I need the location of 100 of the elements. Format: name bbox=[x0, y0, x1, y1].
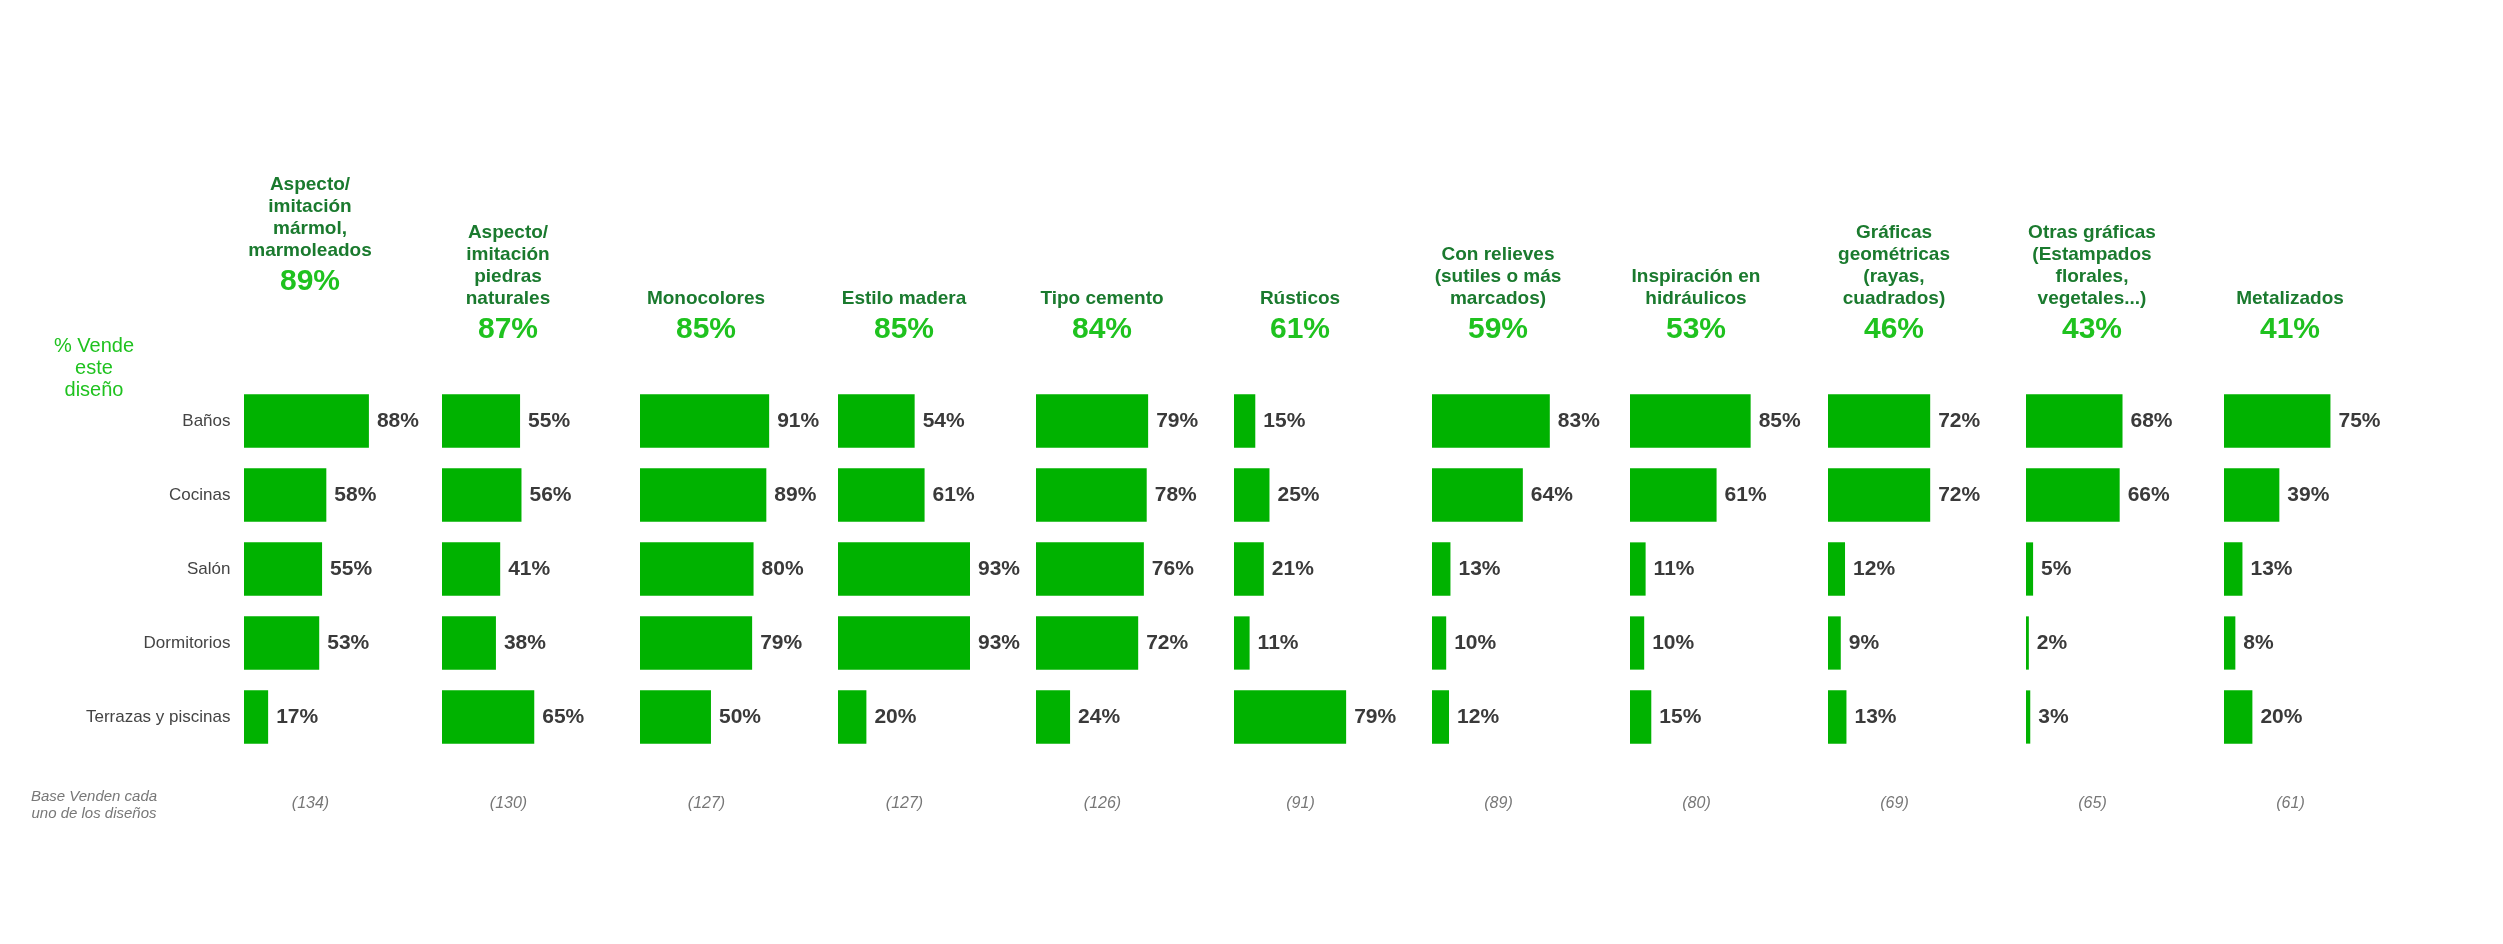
bar bbox=[1234, 616, 1250, 670]
chart-title: Gráficas geométricas (rayas, cuadrados) bbox=[1838, 221, 1950, 308]
bar bbox=[1828, 394, 1931, 448]
x-axis-title: (91) bbox=[1286, 793, 1315, 811]
bar bbox=[1432, 690, 1450, 744]
bar bbox=[2026, 468, 2120, 522]
data-label: 17% bbox=[276, 704, 319, 727]
data-label: 9% bbox=[1848, 630, 1880, 653]
chart-subtitle: 85% bbox=[675, 311, 737, 344]
data-label: 13% bbox=[1854, 704, 1897, 727]
chart-subtitle: 87% bbox=[477, 311, 539, 344]
x-axis-title: (134) bbox=[291, 793, 330, 811]
data-label: 80% bbox=[761, 556, 804, 579]
bar bbox=[1234, 394, 1256, 448]
bar bbox=[442, 468, 522, 522]
bar bbox=[244, 394, 369, 448]
data-label: 10% bbox=[1652, 630, 1695, 653]
bar bbox=[1036, 394, 1149, 448]
data-label: 75% bbox=[2338, 408, 2381, 431]
chart-title: Estilo madera bbox=[841, 287, 967, 308]
bar bbox=[1432, 616, 1447, 670]
data-label: 93% bbox=[978, 556, 1021, 579]
data-label: 79% bbox=[760, 630, 803, 653]
chart-title: Metalizados bbox=[2236, 287, 2344, 308]
x-axis-title: (61) bbox=[2276, 793, 2305, 811]
data-label: 50% bbox=[718, 704, 762, 727]
bar bbox=[838, 542, 970, 596]
chart-subtitle: 89% bbox=[279, 263, 341, 296]
data-label: 8% bbox=[2243, 630, 2275, 653]
chart-title: Monocolores bbox=[646, 287, 766, 308]
bar bbox=[2026, 616, 2029, 670]
data-label: 89% bbox=[774, 482, 817, 505]
bar bbox=[2224, 616, 2236, 670]
bar bbox=[838, 690, 867, 744]
x-axis-title: (127) bbox=[687, 793, 726, 811]
bar bbox=[640, 616, 753, 670]
text: % Vende este diseño bbox=[53, 334, 135, 400]
data-label: 61% bbox=[932, 482, 975, 505]
bar bbox=[1432, 394, 1550, 448]
data-label: 10% bbox=[1454, 630, 1497, 653]
bar bbox=[2224, 690, 2253, 744]
bar bbox=[2224, 394, 2331, 448]
data-label: 55% bbox=[528, 408, 571, 431]
x-axis-title: (69) bbox=[1880, 793, 1909, 811]
data-label: 61% bbox=[1724, 482, 1767, 505]
data-label: 54% bbox=[922, 408, 965, 431]
x-axis-title: (65) bbox=[2078, 793, 2107, 811]
bar bbox=[1234, 468, 1270, 522]
data-label: 65% bbox=[542, 704, 585, 727]
chart-title: Aspecto/ imitación piedras naturales bbox=[465, 221, 551, 308]
data-label: 24% bbox=[1078, 704, 1121, 727]
bar bbox=[1234, 542, 1264, 596]
x-axis-title: (89) bbox=[1484, 793, 1513, 811]
bar bbox=[244, 542, 323, 596]
bar bbox=[1036, 468, 1147, 522]
data-label: 85% bbox=[1758, 408, 1801, 431]
chart-title: Aspecto/ imitación mármol, marmoleados bbox=[248, 173, 372, 260]
bar bbox=[1630, 690, 1652, 744]
data-label: 79% bbox=[1156, 408, 1199, 431]
bar bbox=[838, 394, 915, 448]
x-axis-title: (127) bbox=[885, 793, 924, 811]
data-label: 72% bbox=[1938, 482, 1981, 505]
data-label: 41% bbox=[508, 556, 551, 579]
data-label: 76% bbox=[1151, 556, 1195, 579]
bar bbox=[1630, 542, 1646, 596]
chart-title: Otras gráficas (Estampados florales, vegetales...) bbox=[2028, 221, 2156, 308]
bar bbox=[2026, 690, 2031, 744]
chart-title: Con relieves (sutiles o más marcados) bbox=[1434, 243, 1562, 308]
bar bbox=[838, 468, 925, 522]
bar bbox=[2026, 394, 2123, 448]
bar bbox=[2026, 542, 2034, 596]
chart-title: Inspiración en hidráulicos bbox=[1631, 265, 1761, 308]
bar bbox=[1036, 690, 1071, 744]
data-label: 72% bbox=[1938, 408, 1981, 431]
bar bbox=[1630, 394, 1751, 448]
chart-subtitle: 84% bbox=[1071, 311, 1133, 344]
bar bbox=[1828, 616, 1841, 670]
text: Base Venden cada uno de los diseños bbox=[30, 787, 158, 821]
bar bbox=[2224, 542, 2243, 596]
x-axis-title: (130) bbox=[489, 793, 528, 811]
bar bbox=[1432, 542, 1451, 596]
data-label: 91% bbox=[777, 408, 820, 431]
data-label: 72% bbox=[1146, 630, 1189, 653]
data-label: 2% bbox=[2036, 630, 2068, 653]
y-tick-label: Baños bbox=[182, 411, 231, 430]
chart-title: Tipo cemento bbox=[1040, 287, 1164, 308]
bar bbox=[640, 542, 754, 596]
bar bbox=[244, 616, 320, 670]
bar bbox=[244, 690, 269, 744]
y-tick-label: Salón bbox=[187, 559, 231, 578]
bar bbox=[1432, 468, 1523, 522]
data-label: 38% bbox=[503, 630, 547, 653]
data-label: 56% bbox=[529, 482, 572, 505]
bar bbox=[1234, 690, 1347, 744]
data-label: 93% bbox=[978, 630, 1021, 653]
data-label: 20% bbox=[2260, 704, 2303, 727]
bar bbox=[442, 690, 535, 744]
data-label: 83% bbox=[1557, 408, 1601, 431]
chart-subtitle: 43% bbox=[2061, 311, 2123, 344]
bar bbox=[1828, 468, 1931, 522]
